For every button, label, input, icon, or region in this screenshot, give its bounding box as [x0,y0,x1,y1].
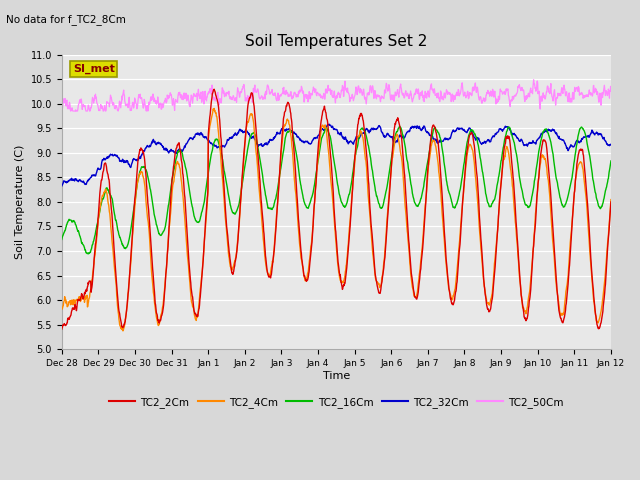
Y-axis label: Soil Temperature (C): Soil Temperature (C) [15,145,25,259]
Title: Soil Temperatures Set 2: Soil Temperatures Set 2 [245,34,428,49]
X-axis label: Time: Time [323,371,350,381]
Text: No data for f_TC2_8Cm: No data for f_TC2_8Cm [6,14,126,25]
Legend: TC2_2Cm, TC2_4Cm, TC2_16Cm, TC2_32Cm, TC2_50Cm: TC2_2Cm, TC2_4Cm, TC2_16Cm, TC2_32Cm, TC… [105,393,568,412]
Text: SI_met: SI_met [73,64,115,74]
